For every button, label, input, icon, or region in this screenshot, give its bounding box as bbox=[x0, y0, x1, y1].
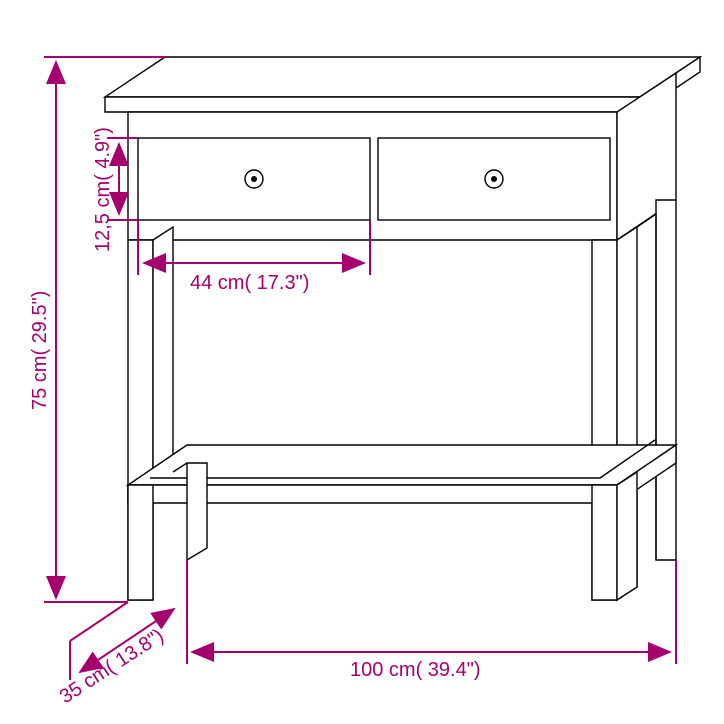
dim-depth-label: 35 cm( 13.8") bbox=[56, 625, 168, 708]
console-table bbox=[105, 57, 700, 600]
drawer-right bbox=[378, 138, 610, 220]
dim-drawer-height-label: 12,5 cm( 4.9") bbox=[92, 127, 114, 252]
dim-height-label: 75 cm( 29.5") bbox=[29, 291, 51, 410]
dim-depth: 35 cm( 13.8") bbox=[56, 602, 174, 708]
dim-width-label: 100 cm( 39.4") bbox=[350, 659, 481, 681]
dimension-diagram: 75 cm( 29.5") 35 cm( 13.8") 100 cm( 39.4… bbox=[0, 0, 724, 724]
drawer-left bbox=[138, 138, 370, 220]
dim-drawer-width-label: 44 cm( 17.3") bbox=[190, 272, 309, 294]
